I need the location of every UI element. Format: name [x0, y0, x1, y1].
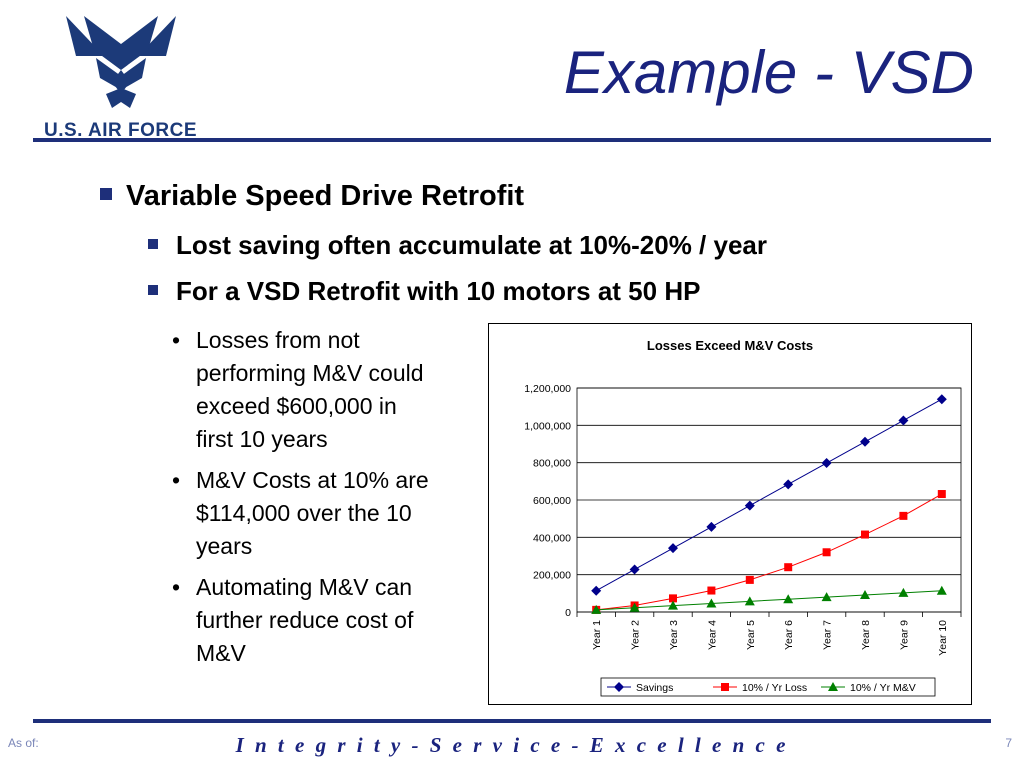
data-point — [629, 602, 640, 612]
y-tick-label: 600,000 — [533, 495, 571, 507]
data-point — [591, 585, 602, 596]
data-point — [898, 587, 909, 597]
data-point — [821, 458, 832, 469]
data-point — [591, 604, 602, 614]
data-point — [936, 394, 947, 405]
main-bullet: Variable Speed Drive Retrofit — [100, 180, 524, 213]
data-point — [706, 598, 717, 608]
x-tick-label: Year 5 — [745, 620, 757, 650]
data-point — [668, 543, 678, 554]
data-point — [899, 511, 908, 520]
x-tick-label: Year 1 — [591, 620, 603, 650]
data-point — [861, 530, 869, 539]
y-tick-label: 200,000 — [533, 570, 571, 582]
y-tick-label: 800,000 — [533, 458, 571, 470]
y-tick-label: 1,000,000 — [524, 420, 571, 432]
line-chart: 0 200,000 400,000 600,000 800,000 1,000,000 1,… — [524, 383, 962, 697]
sub-bullet-text: Lost saving often accumulate at 10%-20% … — [176, 230, 767, 260]
slide-title: Example - VSD — [563, 39, 974, 106]
data-point — [860, 589, 870, 599]
data-point — [783, 479, 794, 490]
series-line — [596, 590, 942, 611]
series-line — [595, 398, 943, 592]
chart-title: Losses Exceed M&V Costs — [646, 338, 814, 353]
header-divider — [33, 138, 991, 142]
data-point — [745, 575, 754, 584]
x-tick-label: Year 2 — [630, 620, 642, 650]
footer-motto: I n t e g r i t y - S e r v i c e - E x … — [235, 733, 789, 757]
page-number: 7 — [1005, 736, 1012, 750]
data-point — [821, 592, 832, 602]
chart-frame: Losses Exceed M&V Costs 0 200,000 400,000 6… — [488, 323, 972, 705]
legend-label: 10% / Yr Loss — [742, 682, 807, 694]
data-point — [936, 585, 947, 595]
data-point — [784, 563, 793, 572]
legend-marker — [614, 682, 624, 692]
legend-marker — [721, 683, 729, 691]
x-tick-label: Year 4 — [706, 620, 718, 650]
square-bullet-icon — [148, 239, 158, 250]
footer-divider — [33, 719, 991, 723]
y-tick-label: 1,200,000 — [524, 383, 571, 395]
legend-label: 10% / Yr M&V — [850, 682, 916, 694]
y-tick-label: 400,000 — [533, 532, 571, 544]
detail-list: Losses from not performing M&V could exc… — [168, 324, 438, 678]
detail-item: Automating M&V can further reduce cost o… — [172, 571, 438, 670]
x-tick-label: Year 3 — [668, 620, 680, 650]
x-tick-label: Year 6 — [783, 620, 795, 650]
data-point — [629, 564, 640, 575]
legend-label: Savings — [636, 682, 673, 694]
data-point — [744, 596, 755, 606]
data-point — [860, 436, 870, 447]
x-tick-label: Year 10 — [937, 620, 949, 656]
logo-text: U.S. AIR FORCE — [43, 120, 198, 141]
data-point — [783, 594, 794, 604]
data-point — [937, 490, 946, 499]
legend — [600, 677, 936, 697]
data-point — [668, 600, 678, 610]
sub-bullet-2: For a VSD Retrofit with 10 motors at 50 … — [148, 276, 700, 307]
x-tick-label: Year 9 — [898, 620, 910, 650]
data-point — [706, 521, 717, 532]
sub-bullet-text: For a VSD Retrofit with 10 motors at 50 … — [176, 276, 701, 306]
detail-item: M&V Costs at 10% are $114,000 over the 1… — [172, 464, 438, 563]
air-force-logo: U.S. AIR FORCE — [38, 8, 203, 141]
square-bullet-icon — [100, 188, 112, 201]
detail-item: Losses from not performing M&V could exc… — [172, 324, 438, 456]
legend-marker — [828, 682, 838, 691]
air-force-wings-icon — [66, 16, 176, 108]
data-point — [744, 500, 755, 511]
data-point — [669, 594, 677, 603]
sub-bullet-1: Lost saving often accumulate at 10%-20% … — [148, 230, 767, 261]
main-bullet-text: Variable Speed Drive Retrofit — [126, 180, 525, 212]
data-point — [898, 415, 909, 426]
x-tick-label: Year 7 — [822, 620, 834, 650]
y-tick-label: 0 — [565, 607, 571, 619]
square-bullet-icon — [148, 285, 158, 296]
data-point — [707, 586, 716, 595]
series-line — [596, 493, 943, 611]
data-point — [822, 548, 831, 557]
as-of-label: As of: — [8, 736, 39, 750]
x-tick-label: Year 8 — [860, 620, 872, 650]
